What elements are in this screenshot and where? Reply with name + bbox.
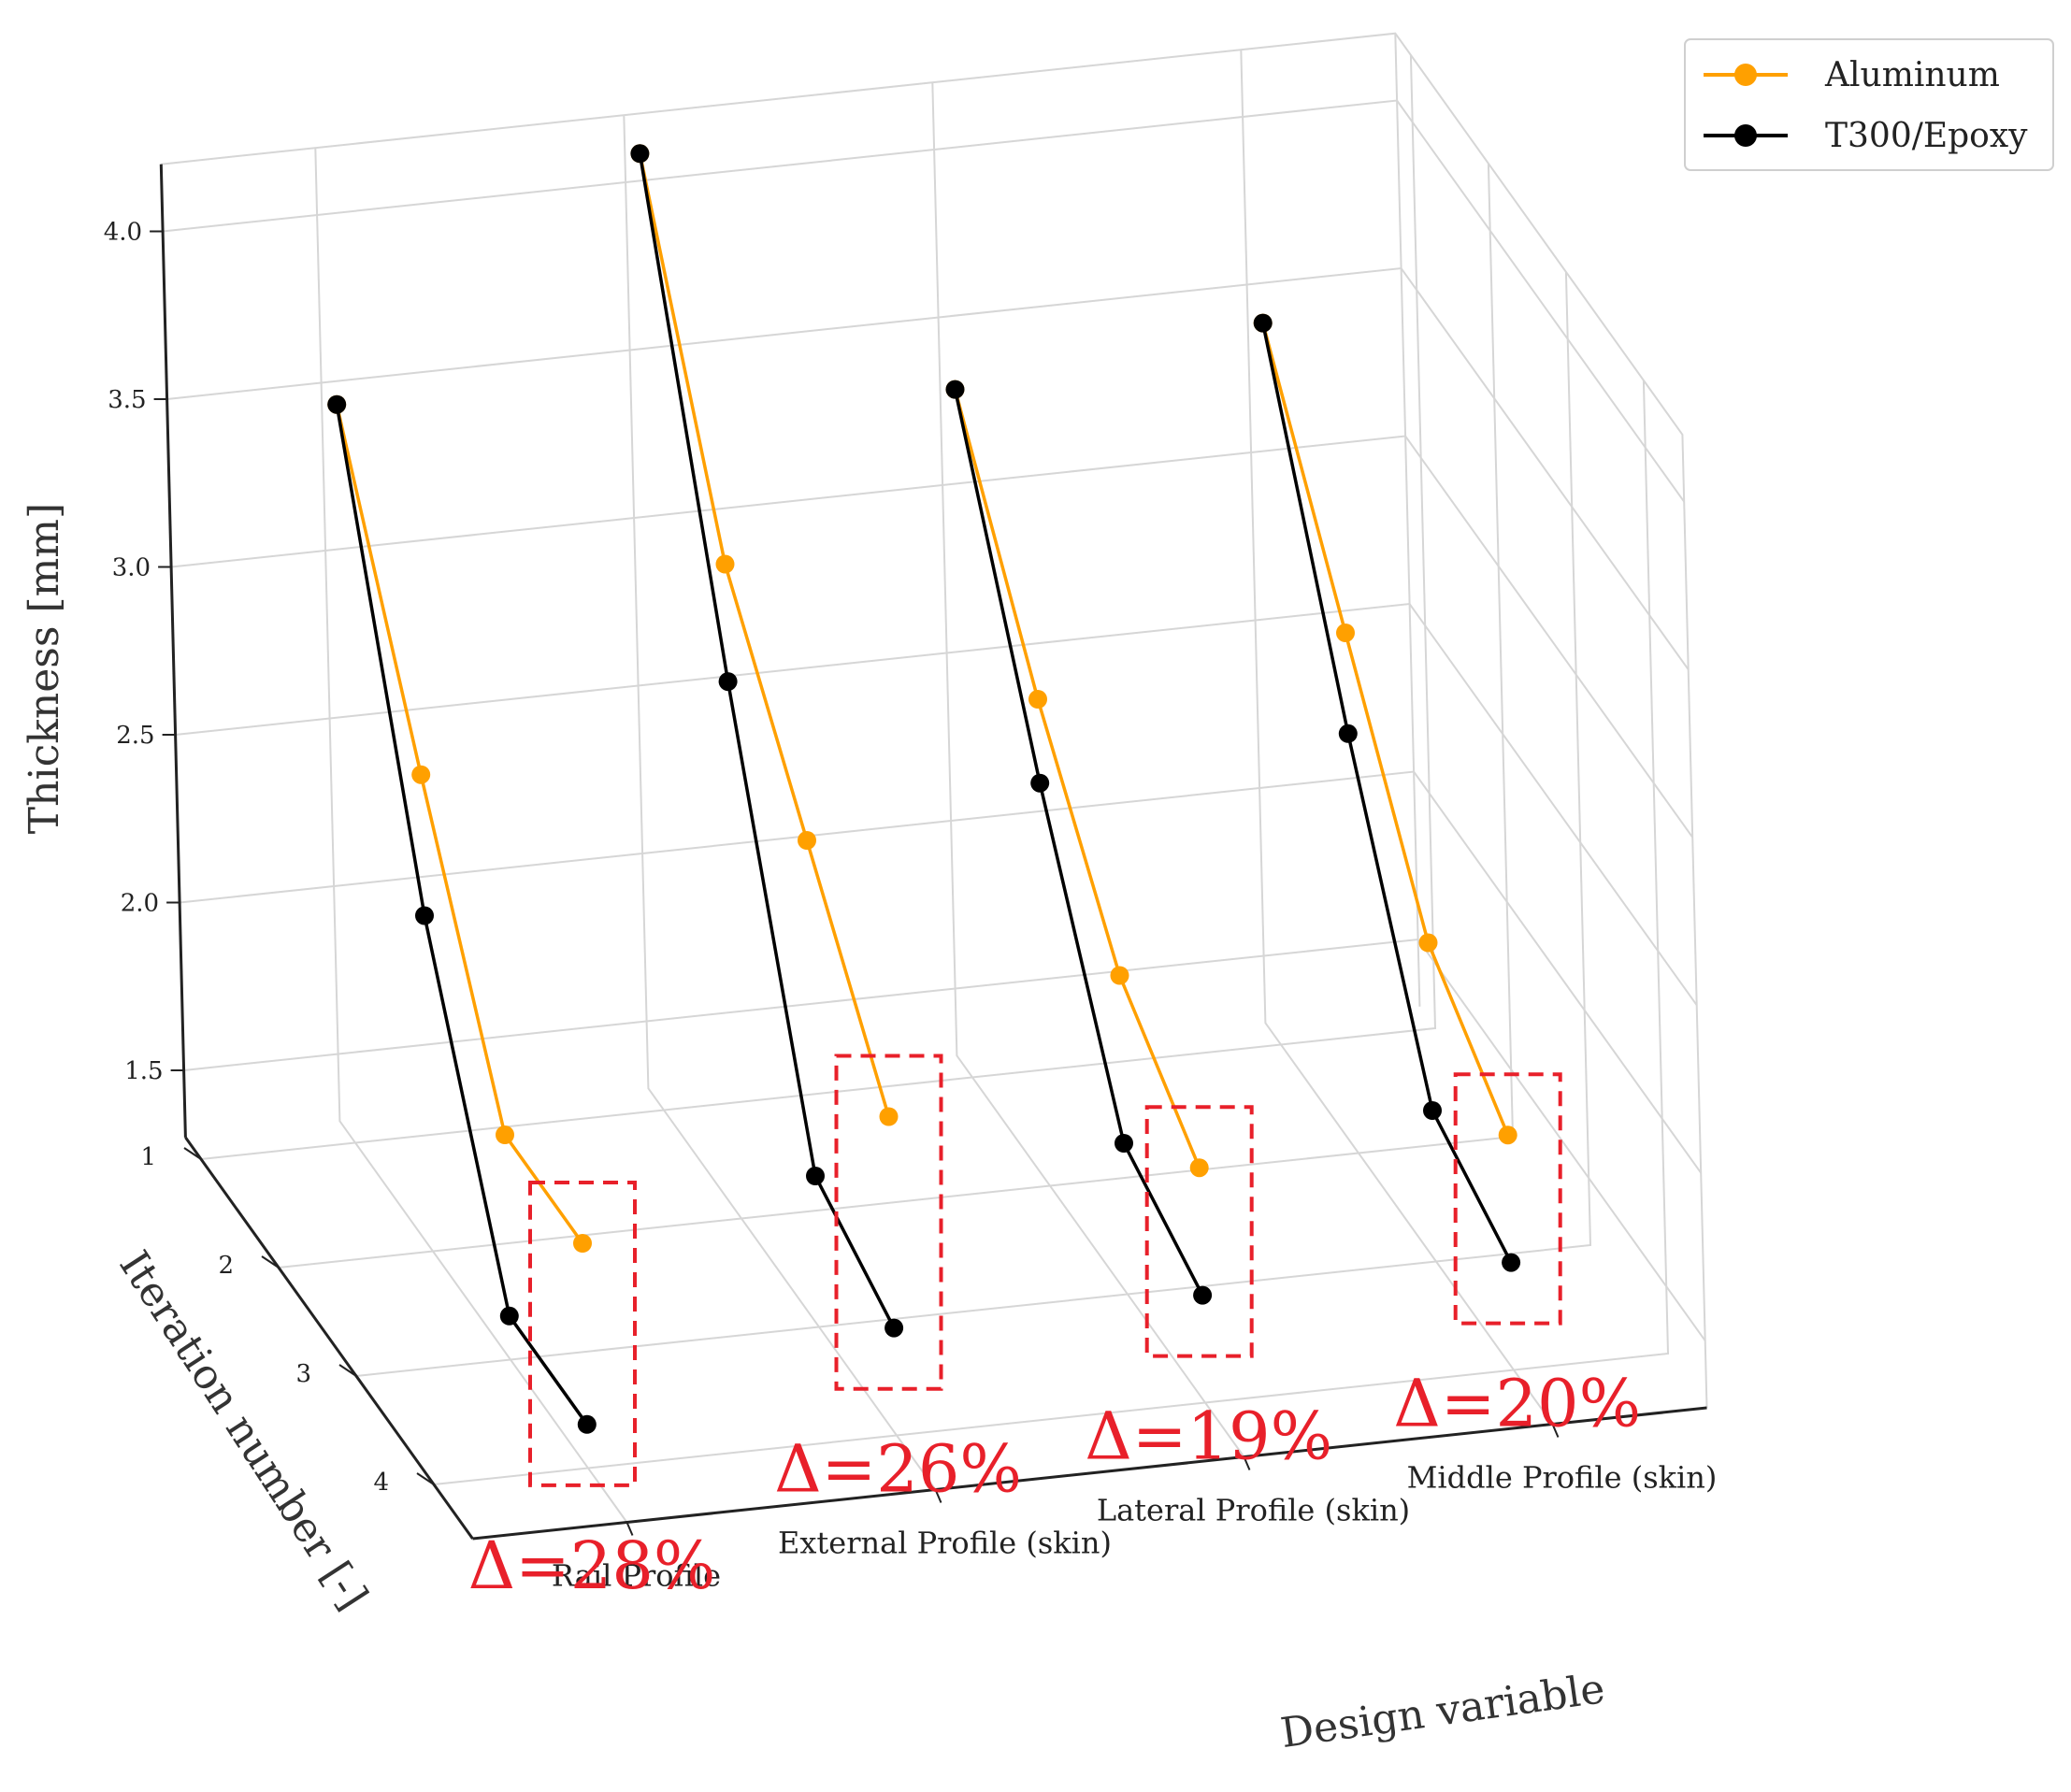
floor-pane [185,1006,1707,1539]
axis-panes [161,33,1707,1539]
aluminum-point [715,554,735,574]
t300-epoxy-point [1423,1101,1442,1120]
t300-epoxy-point [1502,1253,1521,1272]
delta-box [1453,1072,1562,1326]
y-tick-label: 1 [140,1143,156,1171]
delta-label: Δ=20% [1393,1366,1641,1442]
aluminum-line [335,404,584,1245]
grid-line-y [433,380,1670,1485]
t300-epoxy-line [1260,323,1513,1264]
t300-epoxy-point [630,144,650,164]
delta-box [528,1181,637,1487]
t300-epoxy-point [499,1306,519,1326]
t300-epoxy-point [1030,773,1050,793]
x-tick-mark [1243,1456,1251,1470]
z-tick-label: 3.5 [108,386,146,414]
grid-line-y [200,54,1437,1160]
z-tick-label: 2.5 [116,722,154,750]
x-axis-label: Design variable [1278,1665,1608,1757]
axis-lines [159,164,1707,1541]
t300-epoxy-point [1338,724,1358,743]
t300-epoxy-point [577,1414,597,1434]
t300-epoxy-point [806,1167,825,1185]
pane-edge [161,32,1708,1409]
tick-labels: 1.5 2.0 2.5 3.0 3.5 4.0 1 2 3 4 Rail Profile Extern… [104,219,1718,1594]
y-tick-mark [416,1472,435,1485]
aluminum-line [638,152,891,1117]
z-tick-label: 3.0 [112,554,151,582]
t300-epoxy-point [884,1318,904,1338]
t300-epoxy-line [335,404,589,1426]
annotations: Δ=28% Δ=26% Δ=19% Δ=20% [468,1054,1641,1604]
data-series [327,144,1521,1434]
t300-epoxy-point [1193,1285,1213,1305]
grid-line-y [355,271,1592,1377]
t300-epoxy-line [638,153,896,1329]
y-tick-label: 3 [295,1360,311,1388]
aluminum-point [573,1234,592,1253]
x-tick-label: External Profile (skin) [778,1526,1112,1561]
z-tick-label: 1.5 [124,1057,163,1085]
aluminum-point [1498,1125,1517,1145]
z-tick-label: 4.0 [104,219,142,247]
aluminum-point [1418,933,1438,953]
aluminum-point [496,1125,514,1144]
x-axis-line [472,1406,1707,1541]
aluminum-point [798,831,816,850]
t300-epoxy-point [415,906,434,925]
t300-epoxy-point [1253,313,1273,333]
delta-box [834,1054,943,1391]
y-tick-label: 4 [373,1469,389,1497]
legend-aluminum-marker [1734,64,1757,86]
z-axis-line [159,164,187,1138]
back-pane [161,33,1420,1138]
aluminum-point [1189,1158,1209,1178]
z-tick-label: 2.0 [121,890,159,918]
pane-edge [1394,33,1421,1007]
delta-label: Δ=19% [1085,1398,1332,1475]
delta-label: Δ=26% [774,1431,1022,1508]
z-axis-label: Thickness [mm] [21,503,68,834]
aluminum-point [1110,966,1129,985]
y-axis-line [184,1136,474,1540]
aluminum-line [953,389,1201,1168]
legend-t300-label: T300/Epoxy [1825,117,2028,155]
y-tick-mark [261,1255,280,1269]
x-tick-mark [934,1489,942,1503]
aluminum-point [1336,624,1355,642]
legend-aluminum-label: Aluminum [1824,56,2000,94]
t300-epoxy-point [327,394,347,414]
y-tick-label: 2 [218,1252,234,1280]
grid-line-x [623,115,937,1491]
x-tick-mark [626,1522,634,1536]
x-tick-mark [1551,1424,1560,1438]
aluminum-point [1028,690,1047,709]
aluminum-point [879,1107,899,1126]
x-tick-label: Middle Profile (skin) [1407,1460,1718,1496]
t300-epoxy-point [718,672,738,692]
aluminum-point [411,765,431,784]
x-tick-label: Lateral Profile (skin) [1097,1493,1410,1528]
legend-t300-marker [1734,124,1757,147]
aluminum-line [1261,323,1510,1136]
legend: Aluminum T300/Epoxy [1684,38,2054,171]
y-tick-mark [338,1364,357,1377]
delta-box [1144,1105,1254,1358]
t300-epoxy-point [945,380,965,399]
t300-epoxy-point [1115,1134,1133,1153]
side-pane [1395,33,1707,1409]
delta-label: Δ=28% [468,1527,716,1604]
x-tick-label: Rail Profile [552,1558,721,1594]
y-tick-mark [183,1147,202,1160]
t300-epoxy-line [953,389,1204,1297]
